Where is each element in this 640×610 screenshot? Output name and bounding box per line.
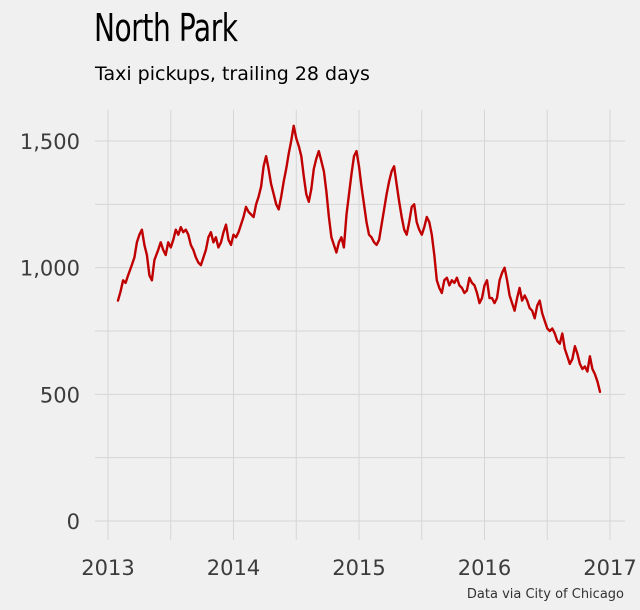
chart-title: North Park xyxy=(94,6,238,50)
x-tick-label: 2016 xyxy=(458,556,511,580)
tick-labels: 0 500 1,000 1,500 2013 2014 2015 2016 2017 xyxy=(20,130,637,580)
y-tick-label: 500 xyxy=(40,383,80,407)
chart-subtitle: Taxi pickups, trailing 28 days xyxy=(95,63,370,85)
y-tick-label: 1,000 xyxy=(20,257,80,281)
data-source-note: Data via City of Chicago xyxy=(466,587,624,602)
grid-lines xyxy=(95,110,625,540)
x-tick-label: 2013 xyxy=(81,556,134,580)
y-tick-label: 0 xyxy=(67,510,80,534)
x-tick-label: 2015 xyxy=(332,556,385,580)
series-lines xyxy=(116,124,602,393)
x-tick-label: 2017 xyxy=(583,556,636,580)
series-line-0 xyxy=(116,124,602,393)
x-tick-label: 2014 xyxy=(207,556,260,580)
y-tick-label: 1,500 xyxy=(20,130,80,154)
